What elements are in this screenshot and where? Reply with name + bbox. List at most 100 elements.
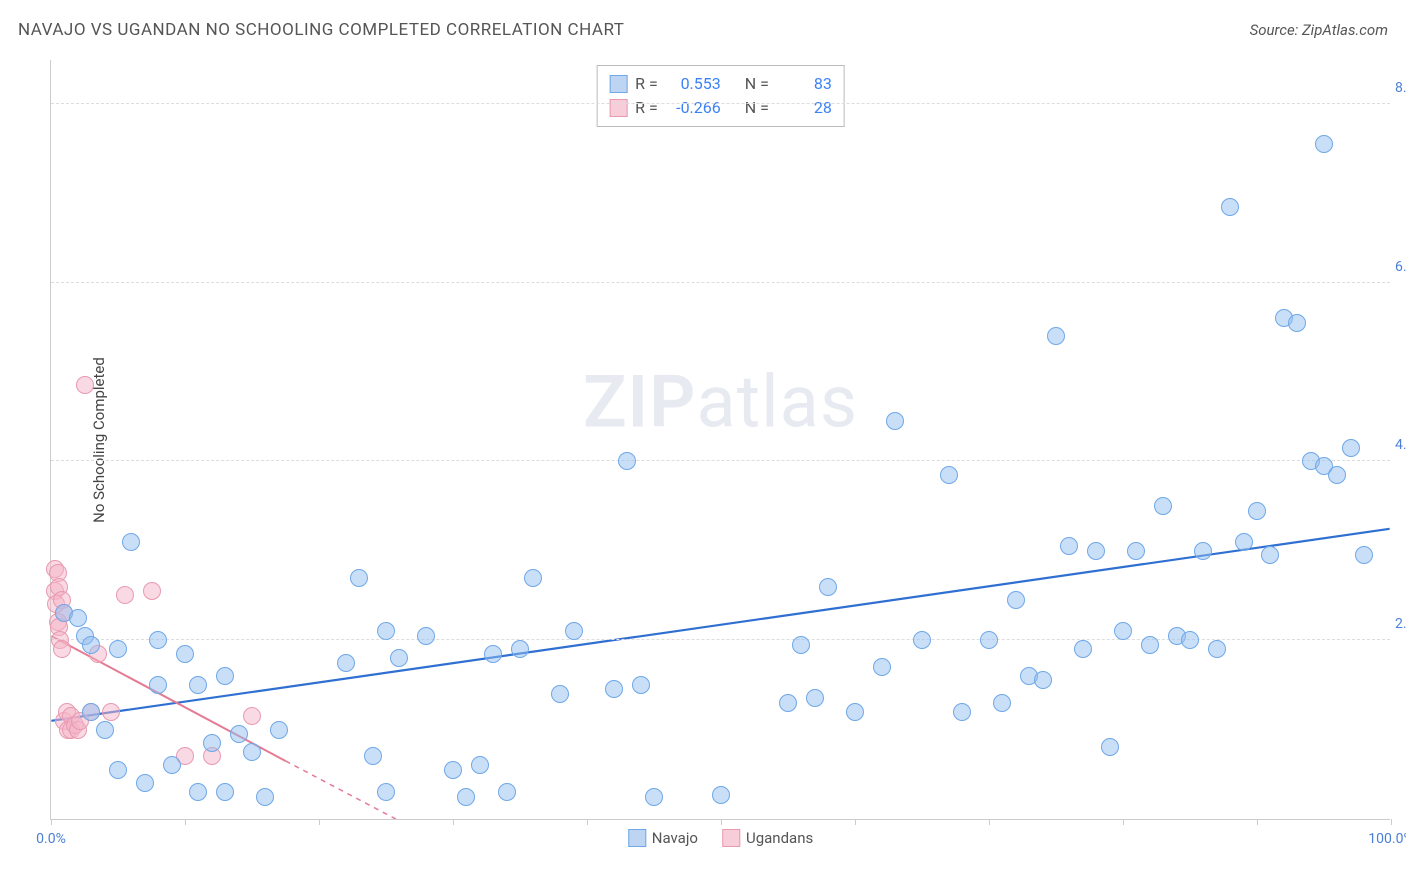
navajo-point [1248, 502, 1266, 520]
navajo-point [1087, 542, 1105, 560]
navajo-n-value: 83 [777, 72, 832, 96]
x-tick [855, 819, 856, 825]
navajo-point [913, 631, 931, 649]
legend-item-navajo: Navajo [628, 829, 698, 847]
ugandans-r-value: -0.266 [666, 96, 721, 120]
navajo-point [109, 640, 127, 658]
navajo-point [498, 783, 516, 801]
navajo-r-value: 0.553 [666, 72, 721, 96]
trend-lines [51, 60, 1390, 819]
navajo-point [163, 756, 181, 774]
navajo-point [1047, 327, 1065, 345]
r-label: R = [635, 72, 658, 96]
navajo-point [337, 654, 355, 672]
navajo-point [953, 703, 971, 721]
navajo-point [806, 689, 824, 707]
navajo-point [390, 649, 408, 667]
x-tick [1123, 819, 1124, 825]
navajo-point [484, 645, 502, 663]
navajo-point [819, 578, 837, 596]
x-tick-label: 0.0% [36, 831, 66, 847]
ugandans-swatch-icon [609, 99, 627, 117]
navajo-point [136, 774, 154, 792]
legend-label: Ugandans [746, 829, 813, 847]
navajo-point [243, 743, 261, 761]
navajo-point [1261, 546, 1279, 564]
navajo-point [96, 721, 114, 739]
x-tick [1257, 819, 1258, 825]
y-tick-label: 8.0% [1395, 80, 1406, 96]
navajo-point [1034, 671, 1052, 689]
navajo-point [377, 622, 395, 640]
navajo-point [1315, 135, 1333, 153]
ugandans-point [116, 586, 134, 604]
x-tick [587, 819, 588, 825]
navajo-point [377, 783, 395, 801]
navajo-point [551, 685, 569, 703]
navajo-point [1141, 636, 1159, 654]
navajo-point [1328, 466, 1346, 484]
navajo-point [203, 734, 221, 752]
navajo-point [69, 609, 87, 627]
navajo-point [176, 645, 194, 663]
navajo-point [122, 533, 140, 551]
x-tick-label: 100.0% [1368, 831, 1406, 847]
navajo-point [993, 694, 1011, 712]
y-tick-label: 6.0% [1395, 259, 1406, 275]
stats-row-navajo: R = 0.553 N = 83 [609, 72, 832, 96]
navajo-point [149, 676, 167, 694]
navajo-point [216, 667, 234, 685]
navajo-point [149, 631, 167, 649]
navajo-point [645, 788, 663, 806]
x-tick [721, 819, 722, 825]
navajo-point [230, 725, 248, 743]
navajo-swatch-icon [609, 75, 627, 93]
legend: Navajo Ugandans [628, 829, 813, 847]
navajo-point [1114, 622, 1132, 640]
navajo-point [256, 788, 274, 806]
navajo-point [109, 761, 127, 779]
ugandans-point [243, 707, 261, 725]
ugandans-point [102, 703, 120, 721]
navajo-point [605, 680, 623, 698]
navajo-point [1288, 314, 1306, 332]
ugandans-point [53, 640, 71, 658]
n-label: N = [745, 72, 769, 96]
navajo-point [417, 627, 435, 645]
chart-title: NAVAJO VS UGANDAN NO SCHOOLING COMPLETED… [18, 20, 624, 40]
gridline [51, 460, 1390, 461]
gridline [51, 103, 1390, 104]
navajo-point [511, 640, 529, 658]
ugandans-n-value: 28 [777, 96, 832, 120]
navajo-point [270, 721, 288, 739]
ugandans-point [143, 582, 161, 600]
navajo-point [1194, 542, 1212, 560]
x-tick [185, 819, 186, 825]
scatter-chart: No Schooling Completed ZIPatlas R = 0.55… [50, 60, 1390, 820]
x-tick [453, 819, 454, 825]
navajo-point [1154, 497, 1172, 515]
legend-item-ugandans: Ugandans [722, 829, 813, 847]
navajo-point [1221, 198, 1239, 216]
navajo-point [82, 636, 100, 654]
y-tick-label: 2.0% [1395, 616, 1406, 632]
navajo-point [632, 676, 650, 694]
gridline [51, 282, 1390, 283]
navajo-point [1060, 537, 1078, 555]
source-attribution: Source: ZipAtlas.com [1250, 21, 1388, 39]
navajo-point [1101, 738, 1119, 756]
ugandans-swatch-icon [722, 829, 740, 847]
navajo-point [886, 412, 904, 430]
y-tick-label: 4.0% [1395, 437, 1406, 453]
navajo-point [873, 658, 891, 676]
n-label: N = [745, 96, 769, 120]
navajo-point [82, 703, 100, 721]
navajo-point [779, 694, 797, 712]
navajo-point [444, 761, 462, 779]
legend-label: Navajo [652, 829, 698, 847]
navajo-point [189, 783, 207, 801]
navajo-point [712, 786, 730, 804]
navajo-point [1355, 546, 1373, 564]
navajo-point [457, 788, 475, 806]
navajo-point [1208, 640, 1226, 658]
